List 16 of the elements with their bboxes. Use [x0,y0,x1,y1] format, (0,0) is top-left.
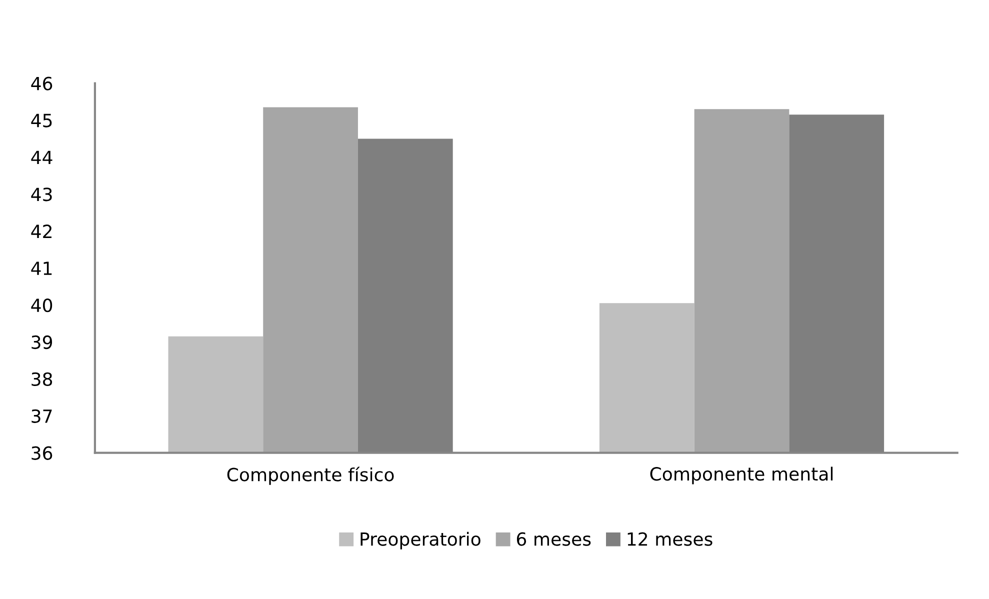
y-tick-label: 46 [31,76,52,90]
y-tick-label: 36 [32,446,52,460]
y-tick-label: 39 [32,335,52,350]
y-tick-label: 38 [32,372,52,386]
x-tick-label: Componente físico [227,466,394,485]
y-tick-label: 37 [32,409,52,423]
legend-label: 12 meses [628,532,712,546]
y-tick-label: 45 [31,114,52,128]
y-tick-label: 44 [31,150,52,164]
legend-label: Preoperatorio [360,532,480,550]
y-tick-label: 43 [31,188,52,202]
y-tick-label: 42 [31,224,52,238]
legend-label: 6 meses [516,532,591,546]
y-tick-label: 40 [31,298,52,312]
y-tick-label: 41 [31,262,52,275]
x-tick-label: Componente mental [650,466,833,484]
